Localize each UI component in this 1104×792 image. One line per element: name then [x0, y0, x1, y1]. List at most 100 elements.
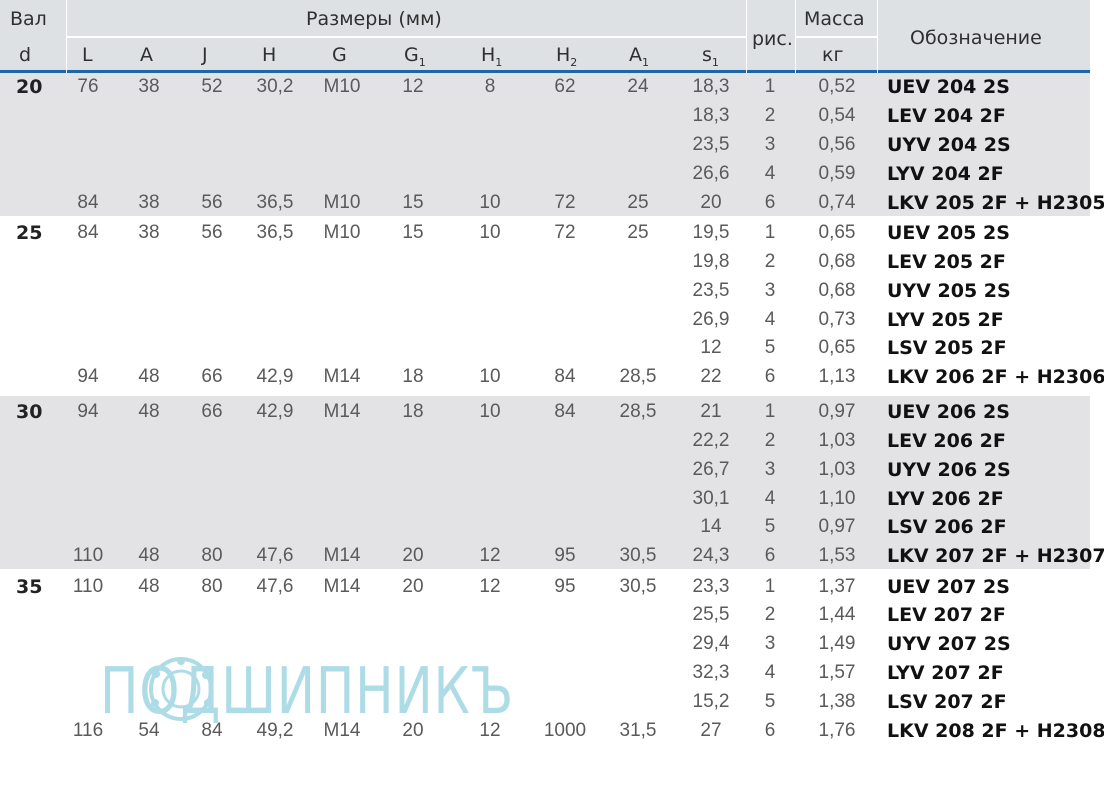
- cell-h: 49,2: [256, 720, 294, 741]
- header-divider: [746, 0, 747, 73]
- cell-s1: 23,5: [692, 134, 730, 155]
- cell-mass: 0,59: [818, 163, 856, 184]
- cell-figure: 6: [764, 366, 776, 387]
- cell-figure: 3: [764, 134, 776, 155]
- cell-j: 56: [201, 192, 223, 213]
- cell-mass: 1,57: [818, 662, 856, 683]
- column-header-g: G: [332, 44, 347, 66]
- cell-a: 48: [138, 576, 160, 597]
- cell-h1: 12: [479, 545, 501, 566]
- cell-g1: 20: [402, 545, 424, 566]
- cell-mass: 0,68: [818, 280, 856, 301]
- cell-mass: 0,73: [818, 309, 856, 330]
- cell-s1: 20: [700, 192, 722, 213]
- cell-figure: 4: [764, 488, 776, 509]
- cell-h: 36,5: [256, 192, 294, 213]
- cell-designation: LSV 207 2F: [887, 691, 1007, 713]
- cell-h: 30,2: [256, 76, 294, 97]
- cell-designation: LKV 208 2F + H2308: [887, 720, 1104, 742]
- cell-h1: 8: [484, 76, 496, 97]
- cell-j: 66: [201, 366, 223, 387]
- header-separator: [66, 36, 746, 38]
- cell-mass: 1,53: [818, 545, 856, 566]
- cell-figure: 6: [764, 545, 776, 566]
- cell-s1: 24,3: [692, 545, 730, 566]
- cell-s1: 32,3: [692, 662, 730, 683]
- cell-h2: 62: [554, 76, 576, 97]
- cell-a1: 25: [627, 192, 649, 213]
- cell-h2: 72: [554, 192, 576, 213]
- cell-h1: 10: [479, 401, 501, 422]
- cell-figure: 2: [764, 430, 776, 451]
- cell-designation: LKV 205 2F + H2305: [887, 192, 1104, 214]
- shaft-diameter-cell: 20: [16, 76, 43, 98]
- cell-s1: 27: [700, 720, 722, 741]
- cell-designation: LKV 207 2F + H2307: [887, 545, 1104, 567]
- cell-designation: UEV 205 2S: [887, 222, 1010, 244]
- cell-figure: 4: [764, 163, 776, 184]
- cell-g: M14: [323, 401, 361, 422]
- column-header-a: A: [140, 44, 153, 66]
- shaft-diameter-cell: 25: [16, 222, 43, 244]
- cell-mass: 0,74: [818, 192, 856, 213]
- cell-g: M10: [323, 192, 361, 213]
- cell-h: 42,9: [256, 366, 294, 387]
- column-header-s1: s1: [702, 44, 719, 69]
- cell-figure: 3: [764, 280, 776, 301]
- cell-mass: 1,49: [818, 633, 856, 654]
- cell-figure: 1: [764, 222, 776, 243]
- row-group-band: [0, 73, 1090, 216]
- cell-g1: 20: [402, 720, 424, 741]
- cell-mass: 0,56: [818, 134, 856, 155]
- column-header-g1: G1: [404, 44, 426, 69]
- cell-designation: UYV 207 2S: [887, 633, 1011, 655]
- cell-designation: LYV 206 2F: [887, 488, 1004, 510]
- cell-a1: 30,5: [619, 545, 657, 566]
- cell-designation: LEV 207 2F: [887, 604, 1006, 626]
- cell-a1: 24: [627, 76, 649, 97]
- cell-g1: 20: [402, 576, 424, 597]
- cell-mass: 1,38: [818, 691, 856, 712]
- column-header-j: J: [202, 44, 208, 66]
- cell-h2: 84: [554, 366, 576, 387]
- cell-a: 38: [138, 76, 160, 97]
- cell-g1: 18: [402, 401, 424, 422]
- shaft-diameter-cell: 30: [16, 401, 43, 423]
- cell-a1: 30,5: [619, 576, 657, 597]
- cell-mass: 1,03: [818, 459, 856, 480]
- cell-g: M14: [323, 366, 361, 387]
- cell-l: 94: [77, 366, 99, 387]
- cell-designation: UEV 206 2S: [887, 401, 1010, 423]
- cell-mass: 1,10: [818, 488, 856, 509]
- cell-designation: LSV 206 2F: [887, 516, 1007, 538]
- cell-h2: 1000: [543, 720, 587, 741]
- cell-s1: 22: [700, 366, 722, 387]
- cell-mass: 0,97: [818, 401, 856, 422]
- cell-figure: 3: [764, 633, 776, 654]
- cell-j: 52: [201, 76, 223, 97]
- cell-h2: 84: [554, 401, 576, 422]
- cell-s1: 14: [700, 516, 722, 537]
- cell-h1: 12: [479, 576, 501, 597]
- cell-s1: 18,3: [692, 76, 730, 97]
- cell-figure: 1: [764, 576, 776, 597]
- cell-g: M14: [323, 545, 361, 566]
- cell-a1: 28,5: [619, 366, 657, 387]
- cell-a: 48: [138, 545, 160, 566]
- cell-j: 56: [201, 222, 223, 243]
- cell-designation: UYV 206 2S: [887, 459, 1011, 481]
- cell-designation: LEV 205 2F: [887, 251, 1006, 273]
- header-separator-mass: [795, 36, 877, 38]
- cell-s1: 22,2: [692, 430, 730, 451]
- figure-header: рис.: [752, 28, 793, 50]
- cell-figure: 5: [764, 691, 776, 712]
- cell-a: 48: [138, 401, 160, 422]
- dimensions-header: Размеры (мм): [306, 8, 442, 30]
- cell-mass: 0,65: [818, 337, 856, 358]
- cell-g1: 15: [402, 222, 424, 243]
- cell-a: 48: [138, 366, 160, 387]
- cell-a: 38: [138, 222, 160, 243]
- cell-designation: LSV 205 2F: [887, 337, 1007, 359]
- column-header-h2: H2: [556, 44, 578, 69]
- cell-s1: 19,5: [692, 222, 730, 243]
